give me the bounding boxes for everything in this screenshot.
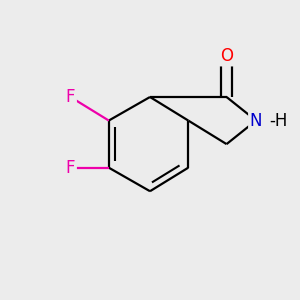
Text: N: N bbox=[250, 112, 262, 130]
Text: -H: -H bbox=[269, 112, 288, 130]
Text: O: O bbox=[220, 47, 233, 65]
Text: F: F bbox=[66, 88, 75, 106]
Text: F: F bbox=[66, 159, 75, 177]
